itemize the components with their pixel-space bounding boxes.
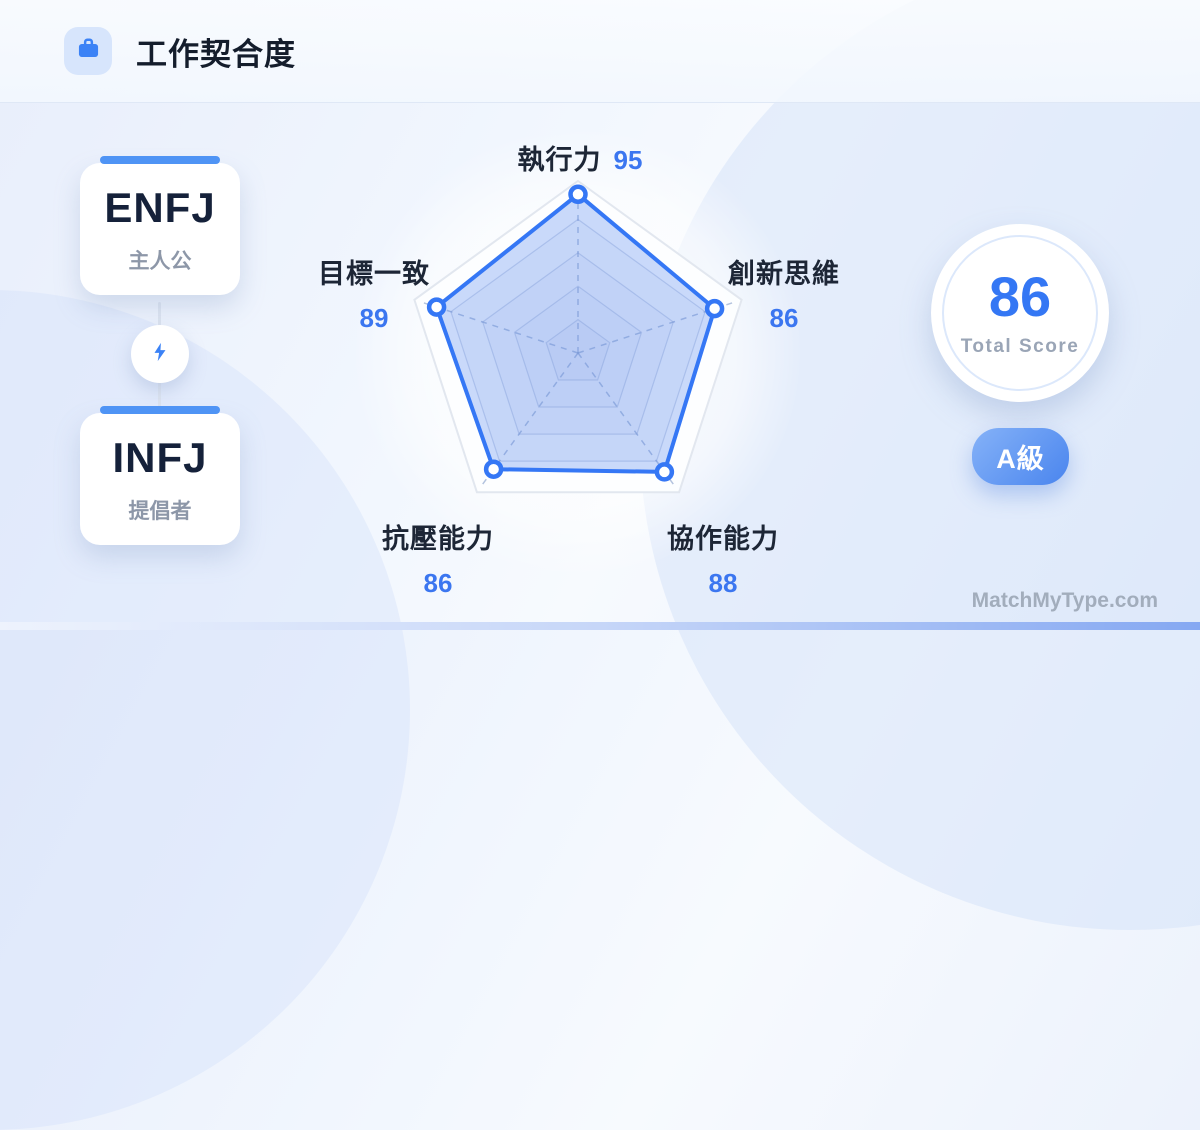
axis-name: 創新思維: [728, 259, 840, 289]
radar-axis-line: [577, 300, 738, 354]
radar-data-point: [483, 459, 504, 479]
total-score-circle: 86 Total Score: [931, 224, 1109, 402]
radar-axis-label-execution: 執行力 95: [470, 138, 690, 177]
grade-badge: A級: [972, 428, 1069, 485]
mbti-type-label: INFJ: [112, 434, 208, 481]
axis-value: 86: [769, 303, 799, 333]
radar-axis-label-goal: 目標一致 89: [312, 252, 436, 334]
bottom-accent-bar: [0, 622, 1200, 630]
radar-data-point: [704, 298, 725, 319]
radar-axis-label-collaboration: 協作能力 88: [662, 517, 784, 599]
mbti-card-enfj: ENFJ 主人公: [80, 156, 240, 295]
mbti-type-label: ENFJ: [104, 184, 216, 231]
card-accent-bar: [100, 406, 220, 414]
mbti-card-infj: INFJ 提倡者: [80, 406, 240, 545]
radar-grid-ring: [481, 252, 675, 435]
radar-data-point: [568, 184, 588, 205]
radar-axis-label-stress: 抗壓能力 86: [377, 517, 499, 599]
header: 工作契合度: [0, 0, 1200, 103]
mbti-nickname-label: 提倡者: [128, 500, 192, 523]
axis-value: 88: [708, 568, 738, 598]
mbti-nickname-label: 主人公: [128, 250, 192, 273]
radar-data-polygon: [434, 192, 717, 474]
watermark: MatchMyType.com: [971, 589, 1158, 612]
score-inner-ring: [942, 235, 1098, 391]
radar-axis-line: [418, 300, 579, 354]
axis-name: 抗壓能力: [382, 524, 494, 554]
page-title: 工作契合度: [136, 36, 296, 72]
radar-axis-line: [577, 352, 677, 489]
axis-name: 目標一致: [318, 259, 430, 289]
axis-name: 執行力: [517, 145, 602, 175]
axis-value: 95: [613, 145, 643, 175]
radar-axis-line: [479, 352, 579, 489]
radar-chart-svg: [413, 179, 743, 494]
radar-data-point: [654, 462, 675, 482]
radar-grid-ring: [513, 285, 643, 408]
lightning-bolt-icon: [149, 341, 171, 368]
briefcase-icon: [75, 35, 102, 67]
radar-axis-label-innovation: 創新思維 86: [722, 252, 846, 334]
axis-name: 協作能力: [667, 524, 779, 554]
card-accent-bar: [100, 156, 220, 164]
axis-value: 86: [423, 568, 453, 598]
axis-value: 89: [359, 303, 389, 333]
connector-badge: [131, 325, 189, 383]
radar-data-point: [426, 297, 447, 317]
header-icon-box: [64, 27, 112, 75]
